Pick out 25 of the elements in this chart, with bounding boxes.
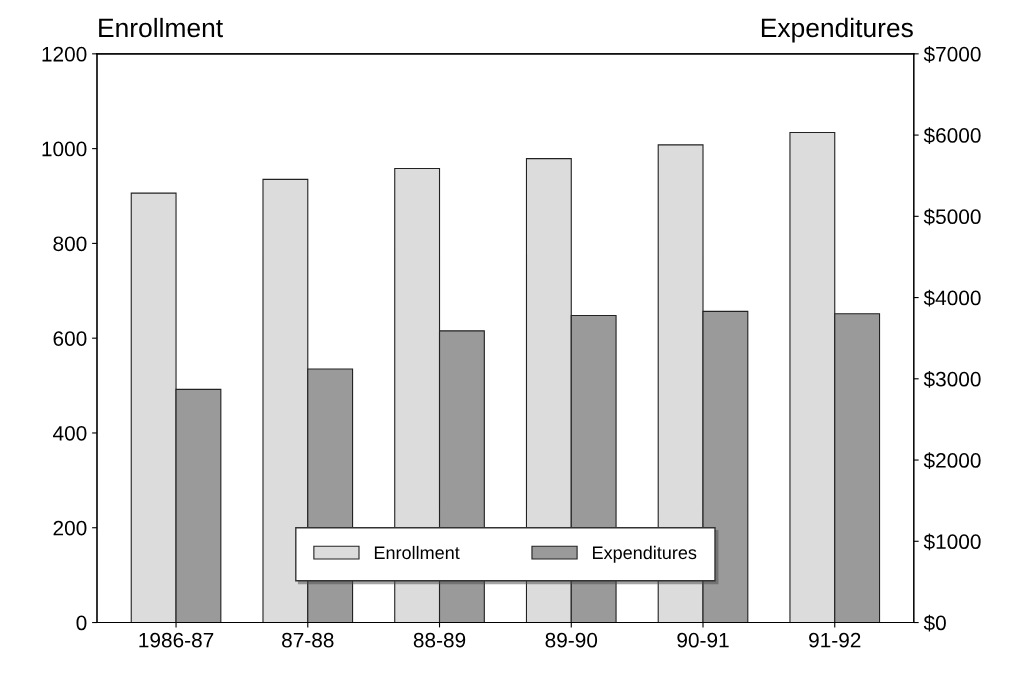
y2-tick-label: $0 <box>923 614 946 632</box>
y2-tick-label: $6000 <box>923 127 981 145</box>
x-tick-label: 88-89 <box>413 632 466 648</box>
y-tick-label: 600 <box>53 331 87 346</box>
x-tick-label: 89-90 <box>545 632 598 648</box>
y-tick-label: 1200 <box>42 46 87 62</box>
y2-axis-title: Expenditures <box>761 17 913 43</box>
x-tick-label: 87-88 <box>282 632 334 648</box>
x-tick-label: 91-92 <box>809 632 861 648</box>
y2-tick-label: $3000 <box>923 370 981 388</box>
y2-tick-label: $1000 <box>923 533 981 551</box>
y-tick-label: 0 <box>76 615 87 631</box>
y2-tick-label: $5000 <box>923 208 981 226</box>
y-axis-title: Enrollment <box>99 17 223 38</box>
y2-tick-label: $7000 <box>923 45 981 63</box>
y-tick-label: 800 <box>53 236 87 252</box>
legend-label: Enrollment <box>374 545 460 560</box>
y-tick-label: 400 <box>53 425 87 441</box>
y-tick-label: 200 <box>53 520 87 536</box>
y-tick-label: 1000 <box>42 141 87 157</box>
x-tick-label: 1986-87 <box>139 632 214 648</box>
y2-tick-label: $2000 <box>923 452 981 470</box>
y2-tick-label: $4000 <box>923 289 981 307</box>
legend-label: Expenditures <box>593 545 697 563</box>
x-tick-label: 90-91 <box>677 632 729 648</box>
